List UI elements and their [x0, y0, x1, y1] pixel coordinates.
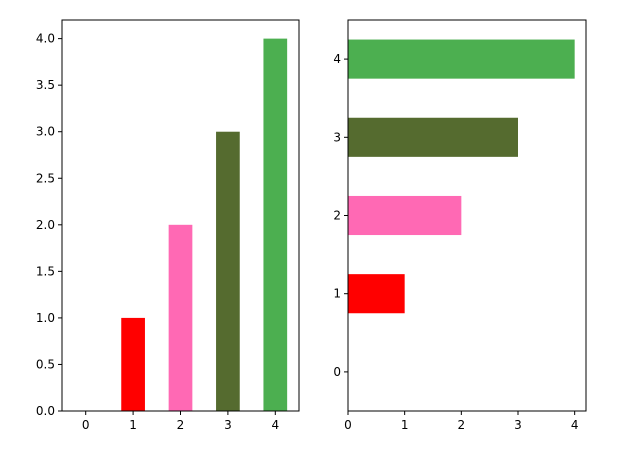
x-tick-label: 2: [458, 418, 466, 432]
y-tick-label: 3: [333, 130, 341, 144]
y-tick-label: 1.0: [36, 311, 55, 325]
bar-3: [216, 131, 240, 411]
y-tick-label: 2: [333, 209, 341, 223]
bar-2: [168, 224, 193, 411]
x-tick-label: 1: [401, 418, 409, 432]
x-tick-label: 4: [271, 418, 279, 432]
x-tick-label: 3: [514, 418, 522, 432]
vertical-bar-chart: 0 1 2 3 4 0.0 0.5 1.0 1.5 2.0 2.5 3.0 3.5 4.0: [36, 19, 300, 432]
y-tick-label: 3.0: [36, 125, 55, 139]
bar-4: [263, 38, 288, 411]
bar-2: [348, 195, 462, 236]
x-tick-label: 0: [344, 418, 352, 432]
y-tick-label: 0.5: [36, 357, 55, 371]
y-tick-label: 1.5: [36, 264, 55, 278]
x-tick-label: 4: [571, 418, 579, 432]
bar-3: [348, 117, 518, 157]
x-tick-label: 2: [177, 418, 185, 432]
y-tick-label: 4: [333, 52, 341, 66]
y-tick-label: 1: [333, 287, 341, 301]
y-tick-label: 0.0: [36, 404, 55, 418]
bar-1: [348, 274, 405, 314]
x-tick-label: 0: [82, 418, 90, 432]
y-tick-label: 2.0: [36, 218, 55, 232]
y-tick-label: 2.5: [36, 171, 55, 185]
x-tick-label: 3: [224, 418, 232, 432]
y-tick-label: 0: [333, 365, 341, 379]
bar-1: [121, 317, 145, 411]
y-tick-label: 4.0: [36, 32, 55, 46]
x-tick-label: 1: [129, 418, 137, 432]
y-tick-label: 3.5: [36, 78, 55, 92]
bar-4: [348, 39, 575, 79]
horizontal-bar-chart: 0 1 2 3 4 0 1 2 3 4: [333, 19, 587, 432]
